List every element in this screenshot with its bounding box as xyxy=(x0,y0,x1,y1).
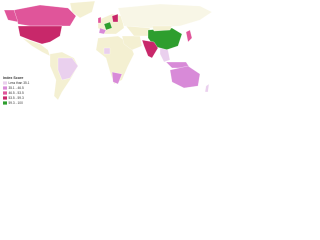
country xyxy=(204,83,210,93)
legend-swatch xyxy=(3,81,7,85)
legend-swatch xyxy=(3,91,7,95)
country xyxy=(103,47,111,55)
country xyxy=(17,25,63,45)
country xyxy=(151,25,173,32)
legend-swatch xyxy=(3,96,7,100)
country xyxy=(111,71,123,85)
legend: Index Score Less than 35.135.1 - 46.546.… xyxy=(1,74,35,108)
legend-label: 35.1 - 46.5 xyxy=(9,86,24,90)
legend-swatch xyxy=(3,101,7,105)
country xyxy=(103,21,113,31)
legend-swatch xyxy=(3,86,7,90)
country xyxy=(97,16,102,24)
legend-label: 53.5 - 59.3 xyxy=(9,96,24,100)
country xyxy=(3,9,19,23)
countries xyxy=(3,0,213,101)
country xyxy=(169,65,201,89)
country xyxy=(57,57,79,81)
map: Index Score Less than 35.135.1 - 46.546.… xyxy=(0,0,220,110)
country xyxy=(159,47,171,63)
legend-label: 59.3 - 100 xyxy=(9,101,24,105)
legend-title: Index Score xyxy=(3,76,23,80)
country xyxy=(13,4,77,27)
country xyxy=(147,27,183,51)
country xyxy=(98,27,107,35)
country xyxy=(69,0,96,19)
legend-label: Less than 35.1 xyxy=(9,81,30,85)
legend-label: 46.5 - 53.5 xyxy=(9,91,24,95)
country xyxy=(185,29,193,43)
country xyxy=(141,39,159,59)
country xyxy=(111,13,119,23)
